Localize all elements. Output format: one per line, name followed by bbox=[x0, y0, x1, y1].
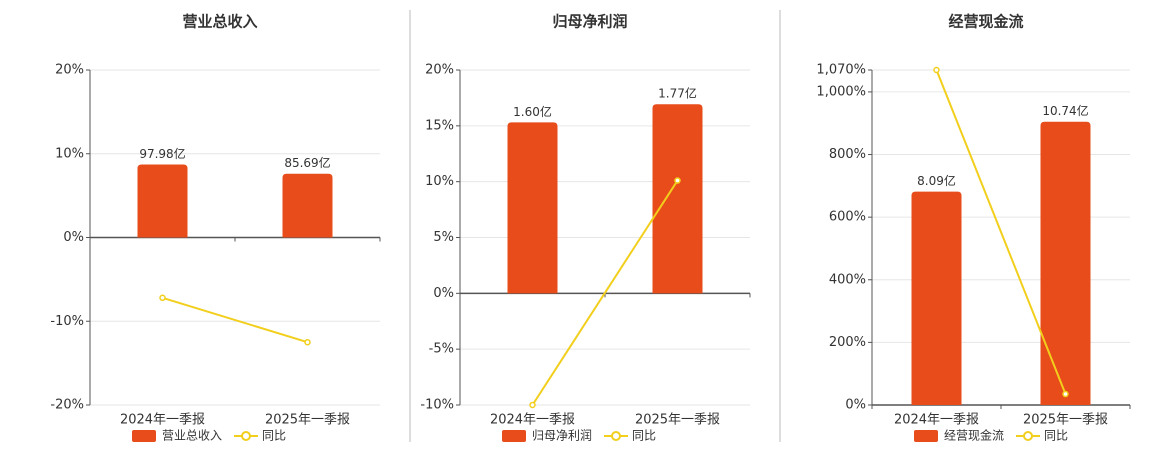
point bbox=[933, 66, 940, 74]
bar bbox=[911, 191, 962, 405]
y-tick-label: -10% bbox=[50, 314, 84, 329]
x-tick-label: 2025年一季报 bbox=[265, 413, 350, 428]
legend-label: 营业总收入 bbox=[162, 429, 222, 443]
y-tick-label: 5% bbox=[433, 230, 454, 245]
legend-swatch bbox=[502, 430, 526, 442]
point bbox=[674, 177, 681, 184]
value-label: 85.69亿 bbox=[284, 155, 330, 170]
legend-marker bbox=[241, 431, 251, 441]
legend-swatch bbox=[914, 430, 938, 442]
bar bbox=[507, 122, 558, 294]
y-tick-label: 20% bbox=[55, 63, 84, 78]
legend-label: 经营现金流 bbox=[944, 428, 1004, 443]
y-tick-label: 0% bbox=[845, 398, 866, 413]
legend-marker bbox=[1023, 431, 1033, 441]
chart-title: 营业总收入 bbox=[182, 13, 257, 31]
value-label: 1.60亿 bbox=[513, 104, 552, 119]
y-tick-label: 15% bbox=[425, 118, 454, 133]
x-tick-label: 2025年一季报 bbox=[635, 413, 720, 428]
y-tick-label: -5% bbox=[429, 342, 454, 357]
x-tick-label: 2024年一季报 bbox=[490, 413, 575, 428]
y-tick-label: 1,000% bbox=[816, 84, 866, 99]
y-tick-label: 1,070% bbox=[816, 63, 866, 78]
y-tick-label: 400% bbox=[829, 272, 866, 287]
x-tick-label: 2025年一季报 bbox=[1023, 413, 1108, 428]
bar bbox=[652, 104, 703, 294]
x-tick-label: 2024年一季报 bbox=[120, 413, 205, 428]
value-label: 1.77亿 bbox=[658, 86, 697, 101]
bar bbox=[1040, 121, 1091, 405]
y-tick-label: -20% bbox=[50, 398, 84, 413]
value-label: 10.74亿 bbox=[1042, 103, 1088, 118]
legend-swatch bbox=[132, 430, 156, 442]
y-tick-label: 10% bbox=[425, 174, 454, 189]
point bbox=[1062, 390, 1069, 398]
y-tick-label: 200% bbox=[829, 335, 866, 350]
y-tick-label: 10% bbox=[55, 146, 84, 161]
y-tick-label: 600% bbox=[829, 210, 866, 225]
chart-title: 经营现金流 bbox=[948, 13, 1023, 31]
bar bbox=[282, 173, 333, 238]
legend-label: 同比 bbox=[262, 429, 286, 443]
y-tick-label: -10% bbox=[420, 398, 454, 413]
point bbox=[529, 401, 536, 409]
point bbox=[159, 294, 166, 302]
line bbox=[162, 296, 308, 344]
y-tick-label: 20% bbox=[425, 63, 454, 78]
y-tick-label: 800% bbox=[829, 147, 866, 162]
line bbox=[531, 180, 679, 406]
x-tick-label: 2024年一季报 bbox=[894, 413, 979, 428]
legend-label: 同比 bbox=[1044, 429, 1068, 443]
legend-label: 归母净利润 bbox=[532, 429, 592, 443]
value-label: 8.09亿 bbox=[917, 173, 956, 188]
line bbox=[935, 69, 1067, 395]
y-tick-label: 0% bbox=[63, 230, 84, 245]
legend-marker bbox=[611, 431, 621, 441]
chart-title: 归母净利润 bbox=[552, 13, 627, 31]
value-label: 97.98亿 bbox=[139, 146, 185, 161]
legend-label: 同比 bbox=[632, 429, 656, 443]
point bbox=[304, 338, 311, 346]
y-tick-label: 0% bbox=[433, 286, 454, 301]
bar bbox=[137, 164, 188, 238]
